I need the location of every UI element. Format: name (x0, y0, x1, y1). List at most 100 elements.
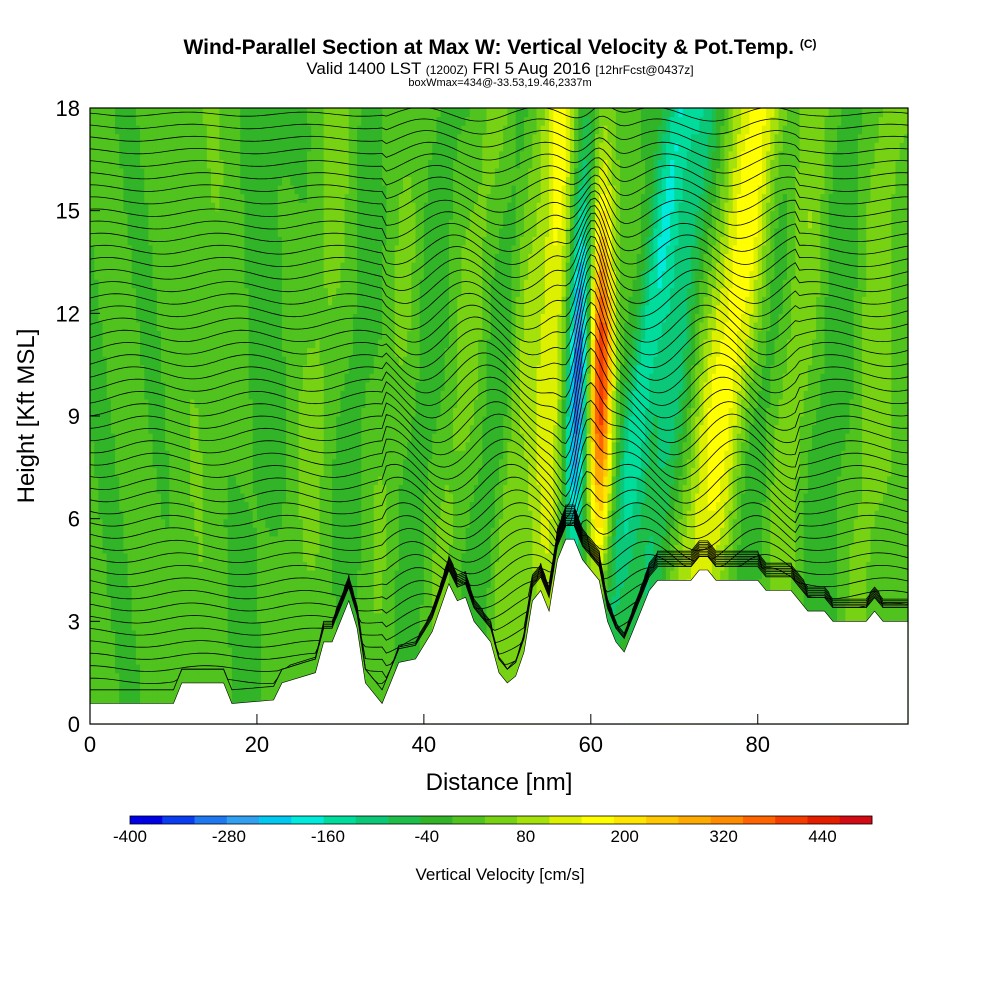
velocity-cell (94, 159, 99, 169)
velocity-cell (298, 185, 304, 195)
velocity-cell (135, 612, 141, 622)
velocity-cell (173, 330, 179, 340)
velocity-cell (131, 236, 137, 246)
velocity-cell (144, 552, 150, 563)
velocity-cell (269, 424, 275, 434)
velocity-cell (231, 347, 237, 357)
velocity-cell (135, 108, 141, 118)
velocity-cell (302, 150, 308, 160)
velocity-cell (123, 253, 129, 263)
velocity-cell (231, 236, 237, 246)
velocity-cell (361, 356, 367, 366)
velocity-cell (206, 612, 212, 622)
velocity-cell (307, 167, 312, 178)
velocity-cell (90, 672, 95, 682)
velocity-cell (244, 441, 250, 451)
velocity-cell (323, 407, 329, 417)
velocity-cell (357, 552, 362, 563)
velocity-cell (140, 356, 145, 366)
velocity-cell (269, 621, 275, 631)
velocity-cell (256, 467, 262, 477)
velocity-cell (332, 330, 337, 340)
velocity-cell (119, 142, 124, 152)
velocity-cell (165, 561, 170, 571)
velocity-cell (215, 339, 220, 349)
velocity-cell (165, 527, 170, 537)
velocity-cell (131, 125, 137, 135)
velocity-cell (340, 510, 346, 520)
velocity-cell (148, 604, 154, 614)
velocity-cell (227, 313, 233, 323)
velocity-cell (110, 219, 116, 229)
velocity-cell (240, 253, 246, 263)
velocity-cell (340, 535, 346, 545)
velocity-cell (106, 373, 112, 383)
velocity-cell (110, 202, 116, 212)
velocity-cell (332, 279, 337, 289)
velocity-cell (311, 253, 316, 263)
velocity-cell (140, 407, 145, 417)
velocity-cell (160, 424, 166, 434)
velocity-cell (98, 381, 104, 391)
velocity-cell (311, 604, 316, 614)
velocity-cell (319, 244, 325, 255)
velocity-cell (123, 664, 129, 674)
velocity-cell (123, 544, 129, 554)
velocity-cell (115, 356, 120, 366)
velocity-cell (373, 287, 379, 297)
velocity-cell (102, 142, 108, 152)
velocity-cell (236, 253, 241, 263)
velocity-cell (206, 527, 212, 537)
velocity-cell (252, 416, 258, 426)
velocity-cell (198, 236, 204, 246)
velocity-cell (185, 373, 191, 383)
velocity-cell (286, 527, 291, 537)
velocity-cell (290, 424, 296, 434)
velocity-cell (244, 185, 250, 195)
velocity-cell (286, 441, 291, 451)
velocity-cell (377, 587, 383, 597)
velocity-cell (290, 244, 296, 255)
velocity-cell (369, 561, 375, 571)
velocity-cell (215, 321, 220, 332)
velocity-cell (165, 193, 170, 203)
velocity-cell (90, 467, 95, 477)
velocity-cell (144, 433, 150, 443)
velocity-cell (265, 227, 271, 237)
velocity-cell (327, 262, 333, 272)
velocity-cell (102, 647, 108, 657)
velocity-cell (336, 390, 341, 400)
velocity-cell (277, 364, 283, 374)
velocity-cell (206, 150, 212, 160)
velocity-cell (294, 321, 300, 332)
velocity-cell (244, 133, 250, 143)
velocity-cell (173, 210, 179, 220)
velocity-cell (327, 142, 333, 152)
velocity-cell (227, 262, 233, 272)
velocity-cell (294, 116, 300, 126)
velocity-cell (256, 339, 262, 349)
velocity-cell (198, 467, 204, 477)
velocity-cell (190, 150, 195, 160)
velocity-cell (344, 210, 350, 220)
velocity-cell (135, 381, 141, 391)
velocity-cell (265, 287, 271, 297)
velocity-cell (219, 210, 225, 220)
velocity-cell (211, 202, 216, 212)
velocity-cell (344, 236, 350, 246)
velocity-cell (365, 467, 371, 477)
velocity-cell (206, 467, 212, 477)
velocity-cell (94, 638, 99, 648)
velocity-cell (160, 116, 166, 126)
velocity-cell (198, 330, 204, 340)
velocity-cell (185, 441, 191, 451)
velocity-cell (194, 193, 200, 203)
velocity-cell (369, 330, 375, 340)
velocity-cell (269, 219, 275, 229)
velocity-cell (211, 424, 216, 434)
velocity-cell (102, 313, 108, 323)
velocity-cell (127, 689, 133, 699)
velocity-cell (119, 433, 124, 443)
velocity-cell (323, 321, 329, 332)
velocity-cell (352, 304, 358, 314)
